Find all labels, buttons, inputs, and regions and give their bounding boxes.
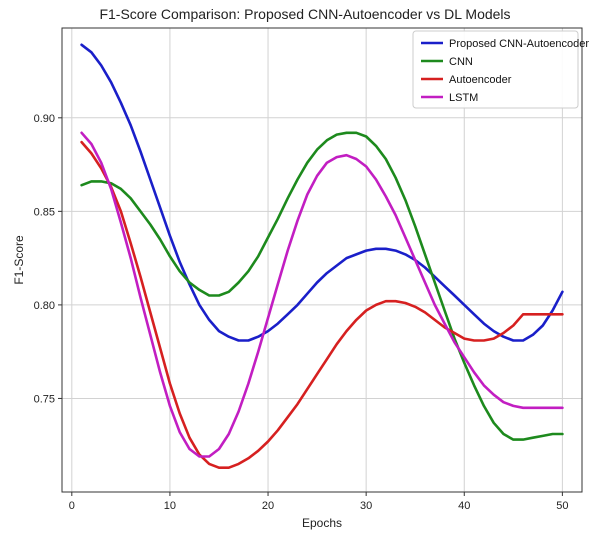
series-lines: [80, 43, 564, 469]
legend-label-cnn: CNN: [449, 56, 473, 68]
x-tick-label: 40: [458, 500, 470, 512]
legend-box: [412, 30, 579, 109]
series-line-autoencoder: [80, 140, 564, 469]
legend-label-lstm: LSTM: [449, 92, 478, 104]
x-tick-label: 50: [556, 500, 568, 512]
y-tick-label: 0.85: [34, 206, 55, 218]
series-line-lstm: [80, 131, 564, 458]
legend: Proposed CNN-Autoencoder CNN Autoencoder…: [412, 30, 589, 109]
x-tick-label: 0: [69, 500, 75, 512]
legend-label-proposed-cnn-autoencoder: Proposed CNN-Autoencoder: [449, 38, 589, 50]
y-tick-label: 0.80: [34, 300, 55, 312]
x-axis-ticks: 0 10 20 30 40 50: [69, 492, 569, 512]
y-axis-ticks: 0.75 0.80 0.85 0.90: [34, 113, 62, 405]
x-tick-label: 20: [262, 500, 274, 512]
chart-title: F1-Score Comparison: Proposed CNN-Autoen…: [99, 6, 510, 22]
series-line-cnn: [80, 131, 564, 441]
legend-label-autoencoder: Autoencoder: [449, 74, 512, 86]
y-axis-label: F1-Score: [12, 235, 26, 285]
x-tick-label: 30: [360, 500, 372, 512]
y-tick-label: 0.90: [34, 113, 55, 125]
y-tick-label: 0.75: [34, 393, 55, 405]
series-line-proposed-cnn-autoencoder: [80, 43, 564, 342]
plot-area-frame: [61, 27, 583, 493]
x-axis-label: Epochs: [302, 516, 342, 530]
x-tick-label: 10: [164, 500, 176, 512]
